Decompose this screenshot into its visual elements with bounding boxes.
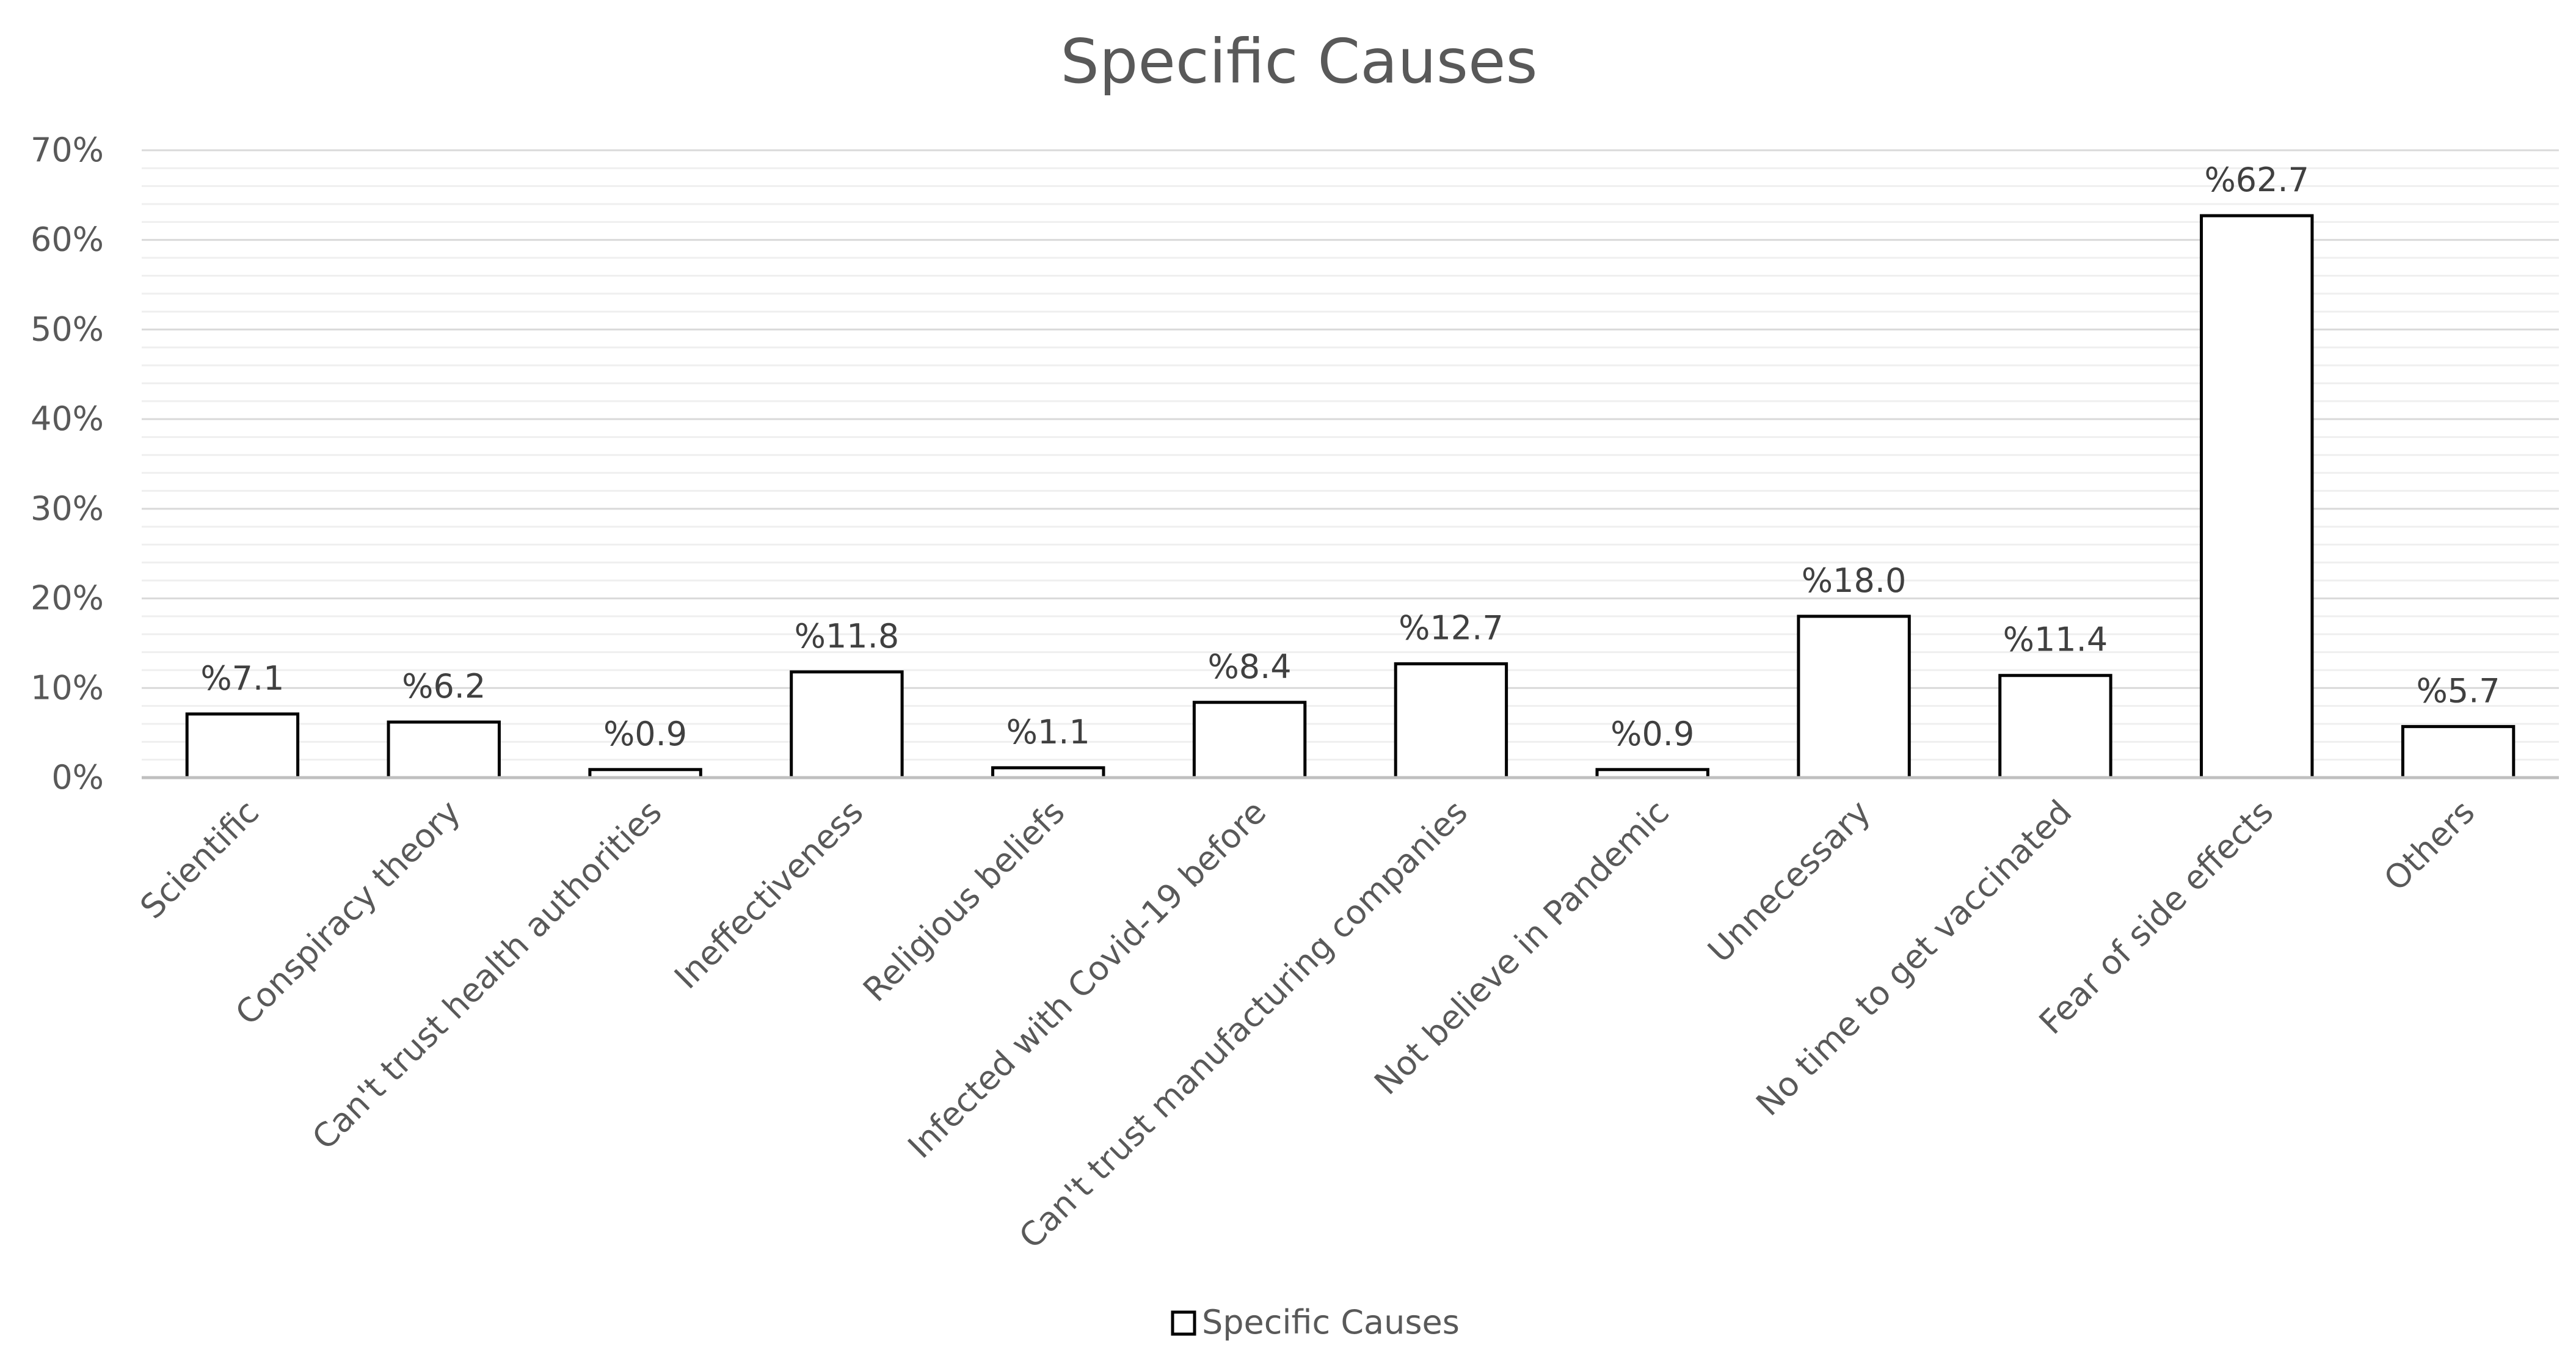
- data-label: %11.8: [795, 617, 900, 655]
- bar[interactable]: [1998, 674, 2112, 779]
- bar[interactable]: [1797, 615, 1911, 779]
- data-label: %0.9: [1610, 715, 1694, 753]
- y-tick-label: 60%: [31, 221, 104, 259]
- data-label: %11.4: [2003, 621, 2108, 659]
- bar[interactable]: [1394, 662, 1508, 779]
- category-label: Can't trust health authorities: [305, 793, 669, 1158]
- bar[interactable]: [790, 670, 904, 779]
- data-label: %18.0: [1802, 561, 1907, 600]
- y-tick-label: 0%: [51, 758, 104, 797]
- category-label: Can't trust manufacturing companies: [1012, 793, 1475, 1257]
- category-label: Conspiracy theory: [228, 793, 468, 1033]
- y-tick-label: 40%: [31, 400, 104, 438]
- bar[interactable]: [1192, 701, 1307, 779]
- category-label: Religious beliefs: [856, 793, 1072, 1009]
- category-label: No time to get vaccinated: [1748, 793, 2079, 1123]
- y-axis-ticks: 0% 10% 20% 30% 40% 50% 60% 70%: [31, 131, 104, 797]
- y-tick-label: 20%: [31, 579, 104, 618]
- legend-swatch: [1171, 1310, 1196, 1336]
- y-tick-label: 10%: [31, 668, 104, 707]
- category-label: Ineffectiveness: [667, 793, 870, 996]
- data-label: %6.2: [402, 667, 486, 706]
- bars: [185, 214, 2516, 779]
- bar[interactable]: [2200, 214, 2314, 779]
- bar[interactable]: [387, 720, 501, 779]
- data-label: %1.1: [1006, 713, 1090, 751]
- gridlines: [142, 149, 2559, 761]
- category-label: Others: [2376, 793, 2482, 899]
- bar[interactable]: [2401, 724, 2516, 779]
- y-tick-label: 30%: [31, 489, 104, 528]
- y-tick-label: 70%: [31, 131, 104, 169]
- data-label: %7.1: [200, 659, 284, 698]
- data-label: %8.4: [1207, 648, 1291, 686]
- data-label: %12.7: [1399, 609, 1504, 648]
- category-label: Unnecessary: [1700, 793, 1877, 970]
- y-tick-label: 50%: [31, 310, 104, 348]
- category-label: Scientific: [133, 793, 266, 927]
- legend[interactable]: Specific Causes: [1171, 1303, 1460, 1341]
- data-label: %5.7: [2416, 671, 2500, 710]
- data-label: %0.9: [603, 715, 687, 753]
- bar[interactable]: [185, 712, 300, 779]
- legend-label: Specific Causes: [1202, 1303, 1460, 1341]
- data-label: %62.7: [2204, 161, 2309, 199]
- data-labels: %7.1 %6.2 %0.9 %11.8 %1.1 %8.4 %12.7 %0.9 %18.0%…: [200, 161, 2500, 753]
- category-label: Infected with Covid-19 before: [900, 793, 1273, 1166]
- chart-title: Specific Causes: [1060, 26, 1537, 97]
